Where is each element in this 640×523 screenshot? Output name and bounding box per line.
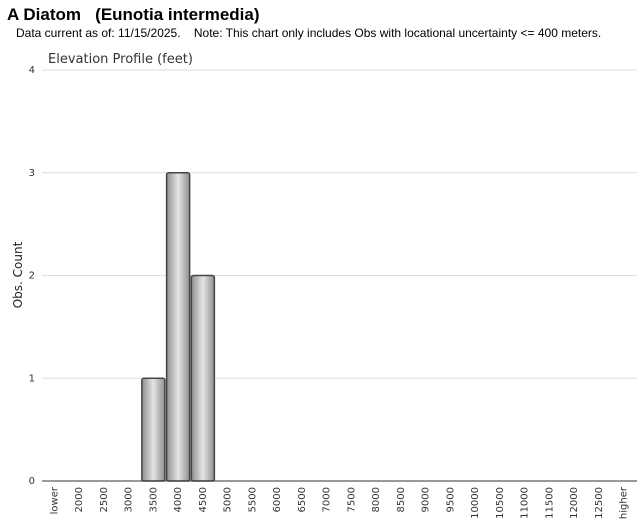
x-tick-label: 9000 xyxy=(421,487,432,512)
y-tick-label: 1 xyxy=(29,373,35,384)
x-tick-label: lower xyxy=(49,486,60,514)
bar-4000[interactable] xyxy=(165,172,191,482)
x-tick-label: 2500 xyxy=(99,487,110,512)
x-tick-label: 12500 xyxy=(594,487,605,519)
x-tick-label: 9500 xyxy=(445,487,456,512)
x-tick-label: 5500 xyxy=(247,487,258,512)
x-tick-label: 6000 xyxy=(272,487,283,512)
x-tick-label: 2000 xyxy=(74,487,85,512)
bar-4500[interactable] xyxy=(190,274,216,482)
x-tick-label: 12000 xyxy=(569,487,580,519)
x-tick-label: 11000 xyxy=(520,487,531,519)
x-tick-label: 5000 xyxy=(223,487,234,512)
x-tick-label: 3000 xyxy=(124,487,135,512)
x-tick-label: 11500 xyxy=(544,487,555,519)
data-note: Data current as of: 11/15/2025. Note: Th… xyxy=(16,26,602,40)
y-tick-label: 4 xyxy=(29,65,35,76)
x-tick-label: 6500 xyxy=(297,487,308,512)
x-tick-label: 8000 xyxy=(371,487,382,512)
bar-3500[interactable] xyxy=(141,377,166,482)
y-tick-label: 0 xyxy=(29,476,35,487)
x-tick-label: higher xyxy=(619,486,630,519)
x-tick-label: 3500 xyxy=(148,487,159,512)
y-tick-label: 2 xyxy=(29,271,35,282)
y-tick-label: 3 xyxy=(29,168,35,179)
x-tick-label: 10000 xyxy=(470,487,481,519)
page-title: A Diatom (Eunotia intermedia) xyxy=(7,5,260,24)
x-tick-label: 10500 xyxy=(495,487,506,519)
y-axis-label: Obs. Count xyxy=(11,241,25,308)
x-tick-label: 8500 xyxy=(396,487,407,512)
x-tick-label: 7500 xyxy=(346,487,357,512)
x-tick-label: 7000 xyxy=(322,487,333,512)
x-tick-label: 4500 xyxy=(198,487,209,512)
chart-title: Elevation Profile (feet) xyxy=(48,52,193,67)
x-tick-label: 4000 xyxy=(173,487,184,512)
